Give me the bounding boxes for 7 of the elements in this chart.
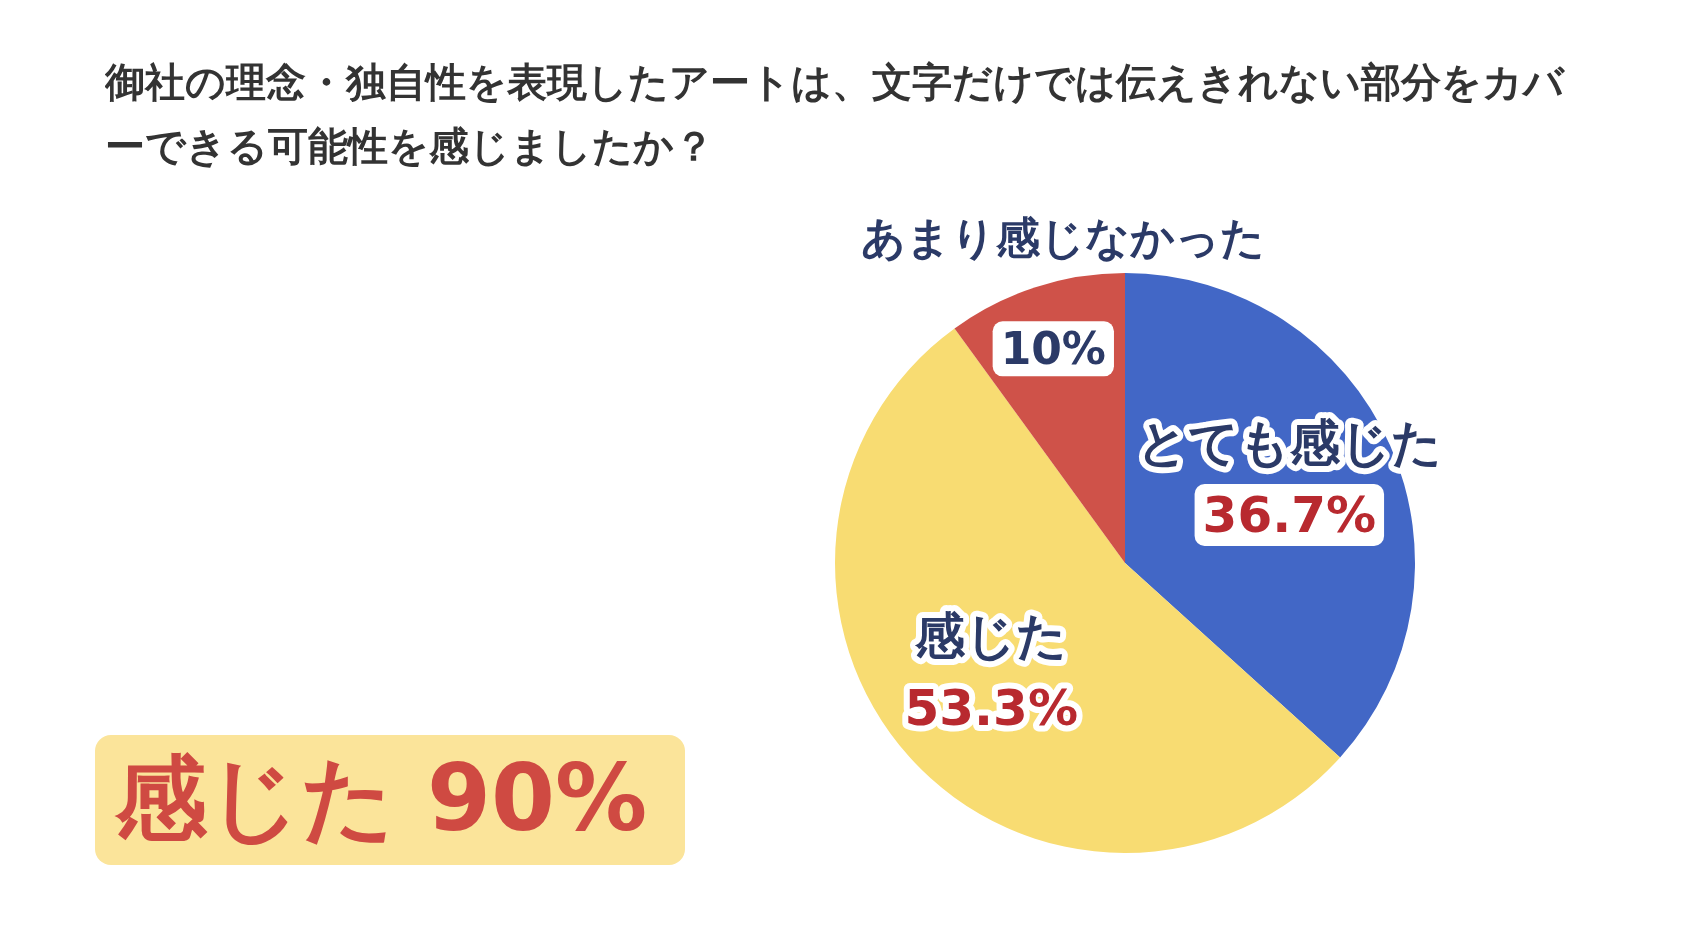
data-label: 10% xyxy=(1000,323,1106,375)
slice-label: 感じた xyxy=(914,607,1068,666)
data-label: 53.3% xyxy=(904,679,1078,738)
text: 感じた 90% xyxy=(114,745,648,852)
slice-label: とても感じた xyxy=(1136,414,1442,473)
data-label: 36.7% xyxy=(1202,486,1377,545)
slice-label: あまり感じなかった xyxy=(861,212,1266,263)
